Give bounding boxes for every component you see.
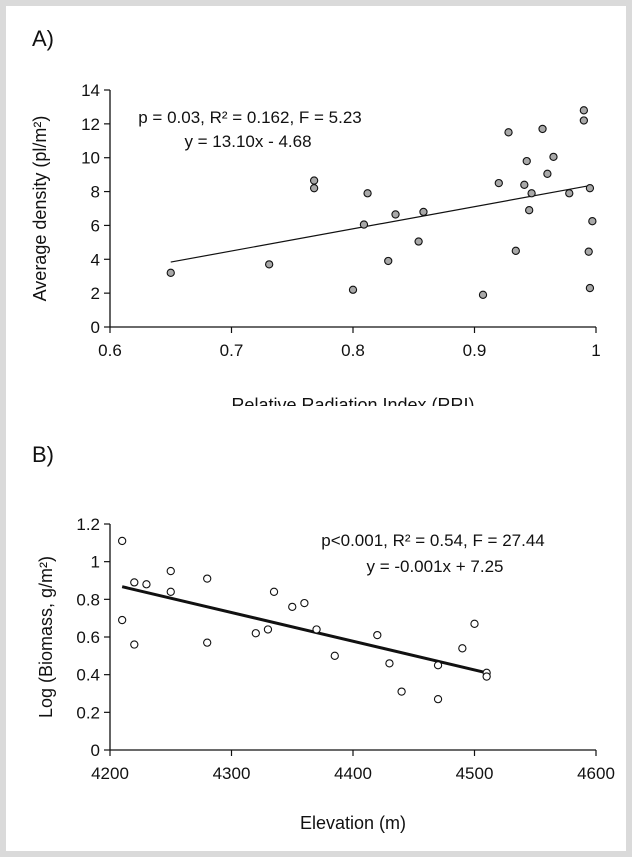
data-point xyxy=(373,630,382,640)
data-point xyxy=(584,247,593,256)
data-point xyxy=(251,629,260,638)
data-point xyxy=(433,694,443,704)
x-tick-label: 4400 xyxy=(334,764,372,783)
data-point xyxy=(130,640,139,649)
data-point xyxy=(118,536,127,546)
y-tick-label: 0 xyxy=(91,318,100,337)
data-point xyxy=(312,625,321,634)
data-point xyxy=(384,256,393,266)
data-point xyxy=(478,290,488,299)
data-point xyxy=(419,207,428,217)
data-point xyxy=(309,176,319,185)
data-point xyxy=(359,220,369,229)
data-point xyxy=(579,116,588,125)
data-point xyxy=(385,659,394,668)
data-point xyxy=(433,661,443,670)
equation-annotation: y = -0.001x + 7.25 xyxy=(366,557,503,576)
y-tick-label: 0.8 xyxy=(76,590,100,609)
x-tick-label: 0.8 xyxy=(341,341,365,360)
data-point xyxy=(522,156,531,166)
data-point xyxy=(494,178,503,188)
x-axis-label: Relative Radiation Index (RRI) xyxy=(231,395,474,406)
x-axis-label: Elevation (m) xyxy=(300,813,406,833)
x-tick-label: 4200 xyxy=(91,764,129,783)
data-point xyxy=(470,619,479,628)
data-point xyxy=(458,644,467,653)
data-point xyxy=(363,189,372,198)
data-point xyxy=(511,246,520,255)
x-tick-label: 4300 xyxy=(213,764,251,783)
y-tick-label: 8 xyxy=(91,183,100,202)
data-point xyxy=(585,283,595,293)
y-tick-label: 1 xyxy=(91,553,100,572)
y-tick-label: 12 xyxy=(81,115,100,134)
regression-line xyxy=(121,585,487,675)
data-point xyxy=(130,578,139,587)
y-tick-label: 6 xyxy=(91,216,100,235)
data-point xyxy=(565,189,574,198)
figure-frame: A) 0 2 4 6 8 10 12 14 0.6 0.7 0.8 0.9 1 Relative Radi… xyxy=(6,6,626,851)
data-point xyxy=(504,128,513,137)
data-point xyxy=(265,260,274,269)
data-point xyxy=(118,615,127,625)
data-point xyxy=(166,587,175,596)
stats-annotation: p<0.001, R² = 0.54, F = 27.44 xyxy=(321,531,545,550)
data-point xyxy=(397,687,406,696)
data-point xyxy=(391,210,400,219)
data-point xyxy=(538,124,547,134)
panel-a-label: A) xyxy=(32,26,54,51)
y-tick-label: 0.6 xyxy=(76,628,100,647)
x-tick-label: 0.7 xyxy=(220,341,244,360)
chart-a: 0 2 4 6 8 10 12 14 0.6 0.7 0.8 0.9 1 Relative Radiati… xyxy=(30,81,601,406)
x-tick-label: 4500 xyxy=(456,764,494,783)
y-tick-label: 0.4 xyxy=(76,666,100,685)
data-point xyxy=(520,180,529,189)
data-point xyxy=(166,268,175,277)
data-point xyxy=(543,169,552,178)
data-point xyxy=(414,237,423,246)
data-point xyxy=(482,672,491,681)
data-point xyxy=(300,598,309,608)
y-axis-label: Average density (pl/m²) xyxy=(30,116,50,302)
y-tick-label: 2 xyxy=(91,284,100,303)
y-tick-label: 14 xyxy=(81,81,100,100)
x-tick-label: 0.9 xyxy=(463,341,487,360)
x-tick-label: 1 xyxy=(591,341,600,360)
data-point xyxy=(348,285,358,294)
x-tick-label: 0.6 xyxy=(98,341,122,360)
y-axis-label: Log (Biomass, g/m²) xyxy=(36,556,56,718)
data-point xyxy=(585,184,595,193)
y-tick-label: 10 xyxy=(81,149,100,168)
panel-b-label: B) xyxy=(32,442,54,467)
regression-line xyxy=(170,184,591,263)
data-point xyxy=(579,106,588,115)
stats-annotation: p = 0.03, R² = 0.162, F = 5.23 xyxy=(138,108,362,127)
data-point xyxy=(203,574,212,583)
y-tick-label: 0.2 xyxy=(76,703,100,722)
data-point xyxy=(288,602,297,612)
data-point xyxy=(527,189,536,198)
data-point xyxy=(203,638,212,647)
data-point xyxy=(525,206,534,215)
data-point xyxy=(142,580,151,589)
data-point xyxy=(309,184,319,193)
data-point xyxy=(263,625,273,634)
y-tick-label: 4 xyxy=(91,250,100,269)
y-tick-label: 1.2 xyxy=(76,515,100,534)
data-point xyxy=(330,651,339,660)
data-point xyxy=(549,152,558,162)
y-tick-label: 0 xyxy=(91,741,100,760)
data-point xyxy=(166,566,175,576)
x-tick-label: 4600 xyxy=(577,764,615,783)
data-point xyxy=(269,587,279,596)
equation-annotation: y = 13.10x - 4.68 xyxy=(184,132,311,151)
chart-b: 0 0.2 0.4 0.6 0.8 1 1.2 4200 4300 4400 4500 4600 Ele… xyxy=(36,515,615,833)
data-point xyxy=(588,217,597,226)
